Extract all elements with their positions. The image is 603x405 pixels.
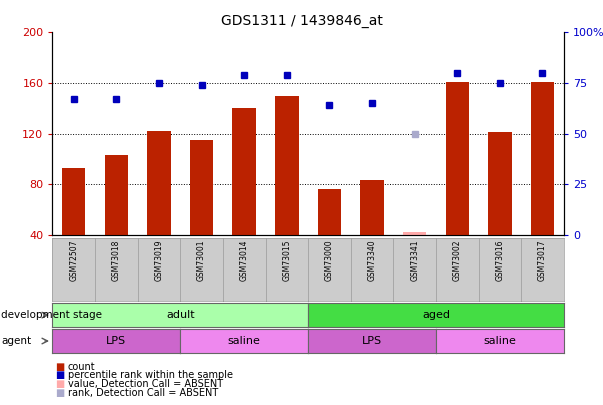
Text: GSM73015: GSM73015 bbox=[282, 240, 291, 281]
Text: count: count bbox=[68, 362, 95, 371]
Text: adult: adult bbox=[166, 310, 195, 320]
Text: GSM73002: GSM73002 bbox=[453, 240, 462, 281]
Text: ■: ■ bbox=[55, 379, 65, 389]
Text: LPS: LPS bbox=[362, 336, 382, 346]
Bar bbox=[446, 82, 469, 235]
Text: GSM73016: GSM73016 bbox=[496, 240, 504, 281]
Bar bbox=[361, 181, 384, 235]
Text: GSM73019: GSM73019 bbox=[154, 240, 163, 281]
Text: percentile rank within the sample: percentile rank within the sample bbox=[68, 371, 233, 380]
Text: LPS: LPS bbox=[106, 336, 127, 346]
Text: GSM72507: GSM72507 bbox=[69, 240, 78, 281]
Bar bbox=[62, 168, 86, 235]
Bar bbox=[531, 82, 554, 235]
Text: rank, Detection Call = ABSENT: rank, Detection Call = ABSENT bbox=[68, 388, 218, 398]
Bar bbox=[233, 108, 256, 235]
Text: GSM73018: GSM73018 bbox=[112, 240, 121, 281]
Text: GDS1311 / 1439846_at: GDS1311 / 1439846_at bbox=[221, 14, 382, 28]
Text: saline: saline bbox=[484, 336, 516, 346]
Text: development stage: development stage bbox=[1, 310, 102, 320]
Text: GSM73014: GSM73014 bbox=[240, 240, 248, 281]
Text: agent: agent bbox=[1, 336, 31, 346]
Text: GSM73017: GSM73017 bbox=[538, 240, 547, 281]
Text: GSM73340: GSM73340 bbox=[368, 240, 376, 281]
Text: ■: ■ bbox=[55, 388, 65, 398]
Bar bbox=[275, 96, 298, 235]
Bar bbox=[147, 131, 171, 235]
Text: GSM73000: GSM73000 bbox=[325, 240, 334, 281]
Text: ■: ■ bbox=[55, 371, 65, 380]
Text: saline: saline bbox=[228, 336, 260, 346]
Bar bbox=[403, 232, 426, 235]
Text: GSM73001: GSM73001 bbox=[197, 240, 206, 281]
Bar bbox=[488, 132, 511, 235]
Text: aged: aged bbox=[422, 310, 450, 320]
Text: value, Detection Call = ABSENT: value, Detection Call = ABSENT bbox=[68, 379, 223, 389]
Text: ■: ■ bbox=[55, 362, 65, 371]
Bar bbox=[318, 190, 341, 235]
Bar bbox=[105, 155, 128, 235]
Bar bbox=[190, 140, 213, 235]
Text: GSM73341: GSM73341 bbox=[410, 240, 419, 281]
